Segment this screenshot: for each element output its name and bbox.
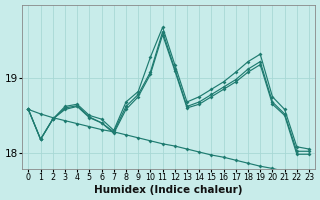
X-axis label: Humidex (Indice chaleur): Humidex (Indice chaleur) xyxy=(94,185,243,195)
